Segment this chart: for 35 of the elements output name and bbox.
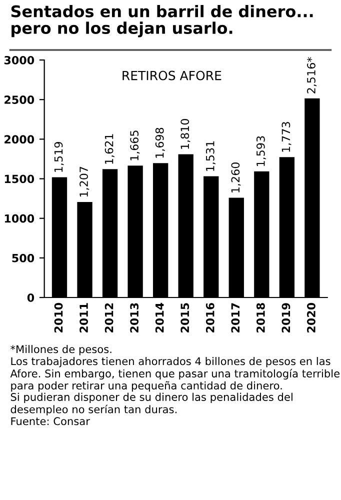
text: Los trabajadores tienen ahorrados 4 billones de pesos en las Afore. Sin embargo, tienen que pasar una tramitología terrible para poder retirar una pequeña cantidad de dinero. bbox=[10, 357, 340, 392]
x-tick-label: 2015 bbox=[180, 303, 190, 332]
data-label: 1,260 bbox=[231, 162, 241, 192]
x-tick-label: 2016 bbox=[206, 302, 214, 332]
y-tick-label: 2000 bbox=[4, 135, 34, 144]
text: Si pudieran disponer de su dinero las penalidades del desempleo no serían tan duras. bbox=[10, 392, 292, 416]
data-label: 1,519 bbox=[54, 142, 64, 172]
data-label: 2,516* bbox=[307, 57, 317, 94]
data-label: 1,207 bbox=[80, 166, 90, 197]
chart-title: Sentados en un barril de dinero... pero no los dejan usarlo. bbox=[11, 5, 313, 38]
y-tick-label: 0 bbox=[27, 293, 34, 302]
data-label: 1,773 bbox=[282, 122, 292, 152]
x-tick-label: 2010 bbox=[54, 302, 63, 332]
x-tick-label: 2011 bbox=[80, 303, 88, 332]
y-tick-label: 3000 bbox=[4, 56, 34, 64]
data-label: 1,698 bbox=[155, 128, 165, 158]
x-tick-label: 2017 bbox=[231, 303, 240, 332]
x-tick-label: 2012 bbox=[104, 303, 114, 332]
y-tick-label: 1500 bbox=[4, 174, 34, 184]
x-tick-label: 2018 bbox=[256, 303, 265, 332]
y-tick-label: 1000 bbox=[4, 214, 34, 223]
x-tick-label: 2013 bbox=[130, 303, 139, 332]
x-tick-label: 2020 bbox=[307, 302, 316, 332]
text: RETIROS AFORE bbox=[122, 70, 222, 80]
text: *Millones de pesos. bbox=[10, 345, 112, 356]
y-tick-label: 2500 bbox=[4, 96, 34, 104]
data-label: 1,810 bbox=[180, 118, 190, 149]
y-tick-label: 500 bbox=[12, 254, 34, 262]
x-tick-label: 2014 bbox=[155, 302, 164, 332]
data-label: 1,621 bbox=[104, 134, 114, 164]
x-tick-label: 2019 bbox=[282, 303, 290, 332]
data-label: 1,593 bbox=[256, 136, 266, 166]
data-label: 1,531 bbox=[206, 141, 216, 171]
source-note: Fuente: Consar bbox=[11, 417, 90, 426]
data-label: 1,665 bbox=[130, 130, 140, 160]
